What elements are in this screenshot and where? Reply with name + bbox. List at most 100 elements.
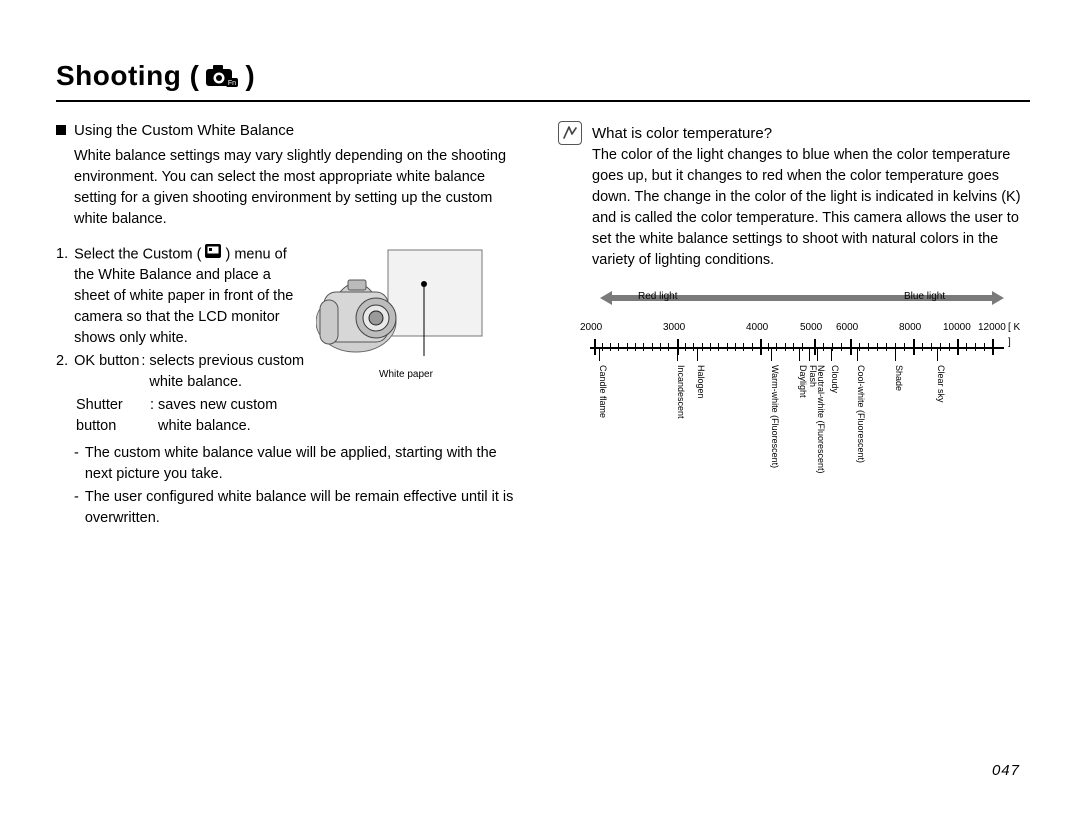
tick-label: 12000 (978, 321, 1006, 336)
minor-tick (931, 343, 932, 351)
shutter-button-desc: saves new custom white balance. (158, 395, 306, 437)
pointer-tick (599, 347, 600, 361)
minor-tick (949, 343, 950, 351)
minor-tick (652, 343, 653, 351)
minor-tick (940, 343, 941, 351)
minor-tick (868, 343, 869, 351)
minor-tick (752, 343, 753, 351)
left-heading: Using the Custom White Balance (74, 120, 294, 142)
page-title-prefix: Shooting ( (56, 60, 199, 92)
tick-label: 6000 (836, 321, 858, 336)
minor-tick (776, 343, 777, 351)
minor-tick (768, 343, 769, 351)
pointer-tick (771, 347, 772, 361)
minor-tick (693, 343, 694, 351)
minor-tick (602, 343, 603, 351)
minor-tick (984, 343, 985, 351)
light-source-label: Clear sky (934, 365, 947, 403)
right-column: What is color temperature? The color of … (558, 120, 1030, 549)
light-source-label: Incandescent (674, 365, 687, 419)
light-source-label: Warm-white (Fluorescent) (768, 365, 781, 468)
info-note-icon (558, 121, 582, 145)
minor-tick (643, 343, 644, 351)
dash-bullet: - (74, 487, 79, 529)
dash-bullet: - (74, 443, 79, 485)
color-temperature-chart: Red light Blue light 2000300040005000600… (582, 289, 1022, 549)
pointer-tick (937, 347, 938, 361)
minor-tick (966, 343, 967, 351)
minor-tick (627, 343, 628, 351)
light-source-label: Shade (892, 365, 905, 391)
tick-label: 10000 (943, 321, 971, 336)
minor-tick (685, 343, 686, 351)
major-tick (760, 339, 762, 355)
tick-label: 2000 (580, 321, 602, 336)
camera-fn-icon: Fn (205, 64, 239, 88)
square-bullet-icon (56, 125, 66, 135)
shutter-button-label: Shutter button (76, 395, 150, 437)
minor-tick (793, 343, 794, 351)
minor-tick (802, 343, 803, 351)
pointer-tick (809, 347, 810, 361)
minor-tick (859, 343, 860, 351)
minor-tick (975, 343, 976, 351)
note1-text: The custom white balance value will be a… (85, 443, 528, 485)
pointer-tick (677, 347, 678, 361)
pointer-tick (697, 347, 698, 361)
camera-whitepaper-figure: White paper (316, 244, 496, 383)
minor-tick (702, 343, 703, 351)
major-tick (594, 339, 596, 355)
page-title-suffix: ) (245, 60, 255, 92)
pointer-tick (857, 347, 858, 361)
pointer-tick (895, 347, 896, 361)
page-number: 047 (992, 762, 1020, 779)
light-source-label: Cloudy (828, 365, 841, 393)
svg-text:Fn: Fn (228, 80, 236, 87)
blue-light-label: Blue light (904, 290, 945, 305)
minor-tick (743, 343, 744, 351)
pointer-tick (831, 347, 832, 361)
minor-tick (668, 343, 669, 351)
minor-tick (660, 343, 661, 351)
minor-tick (832, 343, 833, 351)
minor-tick (877, 343, 878, 351)
major-tick (957, 339, 959, 355)
right-body: The color of the light changes to blue w… (592, 145, 1030, 271)
minor-tick (610, 343, 611, 351)
red-light-label: Red light (638, 290, 677, 305)
left-column: Using the Custom White Balance White bal… (56, 120, 528, 549)
major-tick (850, 339, 852, 355)
minor-tick (823, 343, 824, 351)
tick-label: 5000 (800, 321, 822, 336)
tick-label: 4000 (746, 321, 768, 336)
minor-tick (922, 343, 923, 351)
ok-button-label: OK button (74, 351, 141, 393)
pointer-tick (817, 347, 818, 361)
ok-button-desc: selects previous custom white balance. (149, 351, 306, 393)
minor-tick (785, 343, 786, 351)
step-number: 2. (56, 351, 68, 393)
major-tick (992, 339, 994, 355)
minor-tick (710, 343, 711, 351)
minor-tick (727, 343, 728, 351)
figure-caption: White paper (316, 368, 496, 383)
light-source-label: Neutral-white (Fluorescent) (814, 365, 827, 474)
light-source-label: Cool-white (Fluorescent) (854, 365, 867, 463)
kelvin-unit-label: [ K ] (1008, 321, 1022, 350)
left-body: White balance settings may vary slightly… (74, 146, 528, 230)
minor-tick (735, 343, 736, 351)
minor-tick (904, 343, 905, 351)
step1-text-a: Select the Custom ( (74, 246, 201, 262)
major-tick (913, 339, 915, 355)
minor-tick (635, 343, 636, 351)
minor-tick (841, 343, 842, 351)
custom-wb-icon (205, 244, 221, 265)
kv-sep: : (141, 351, 145, 393)
step1-text: Select the Custom ( ) menu of the White … (74, 244, 306, 349)
major-tick (814, 339, 816, 355)
kv-sep: : (150, 395, 154, 437)
minor-tick (618, 343, 619, 351)
tick-label: 8000 (899, 321, 921, 336)
step-number: 1. (56, 244, 68, 349)
light-source-label: Candle flame (596, 365, 609, 418)
